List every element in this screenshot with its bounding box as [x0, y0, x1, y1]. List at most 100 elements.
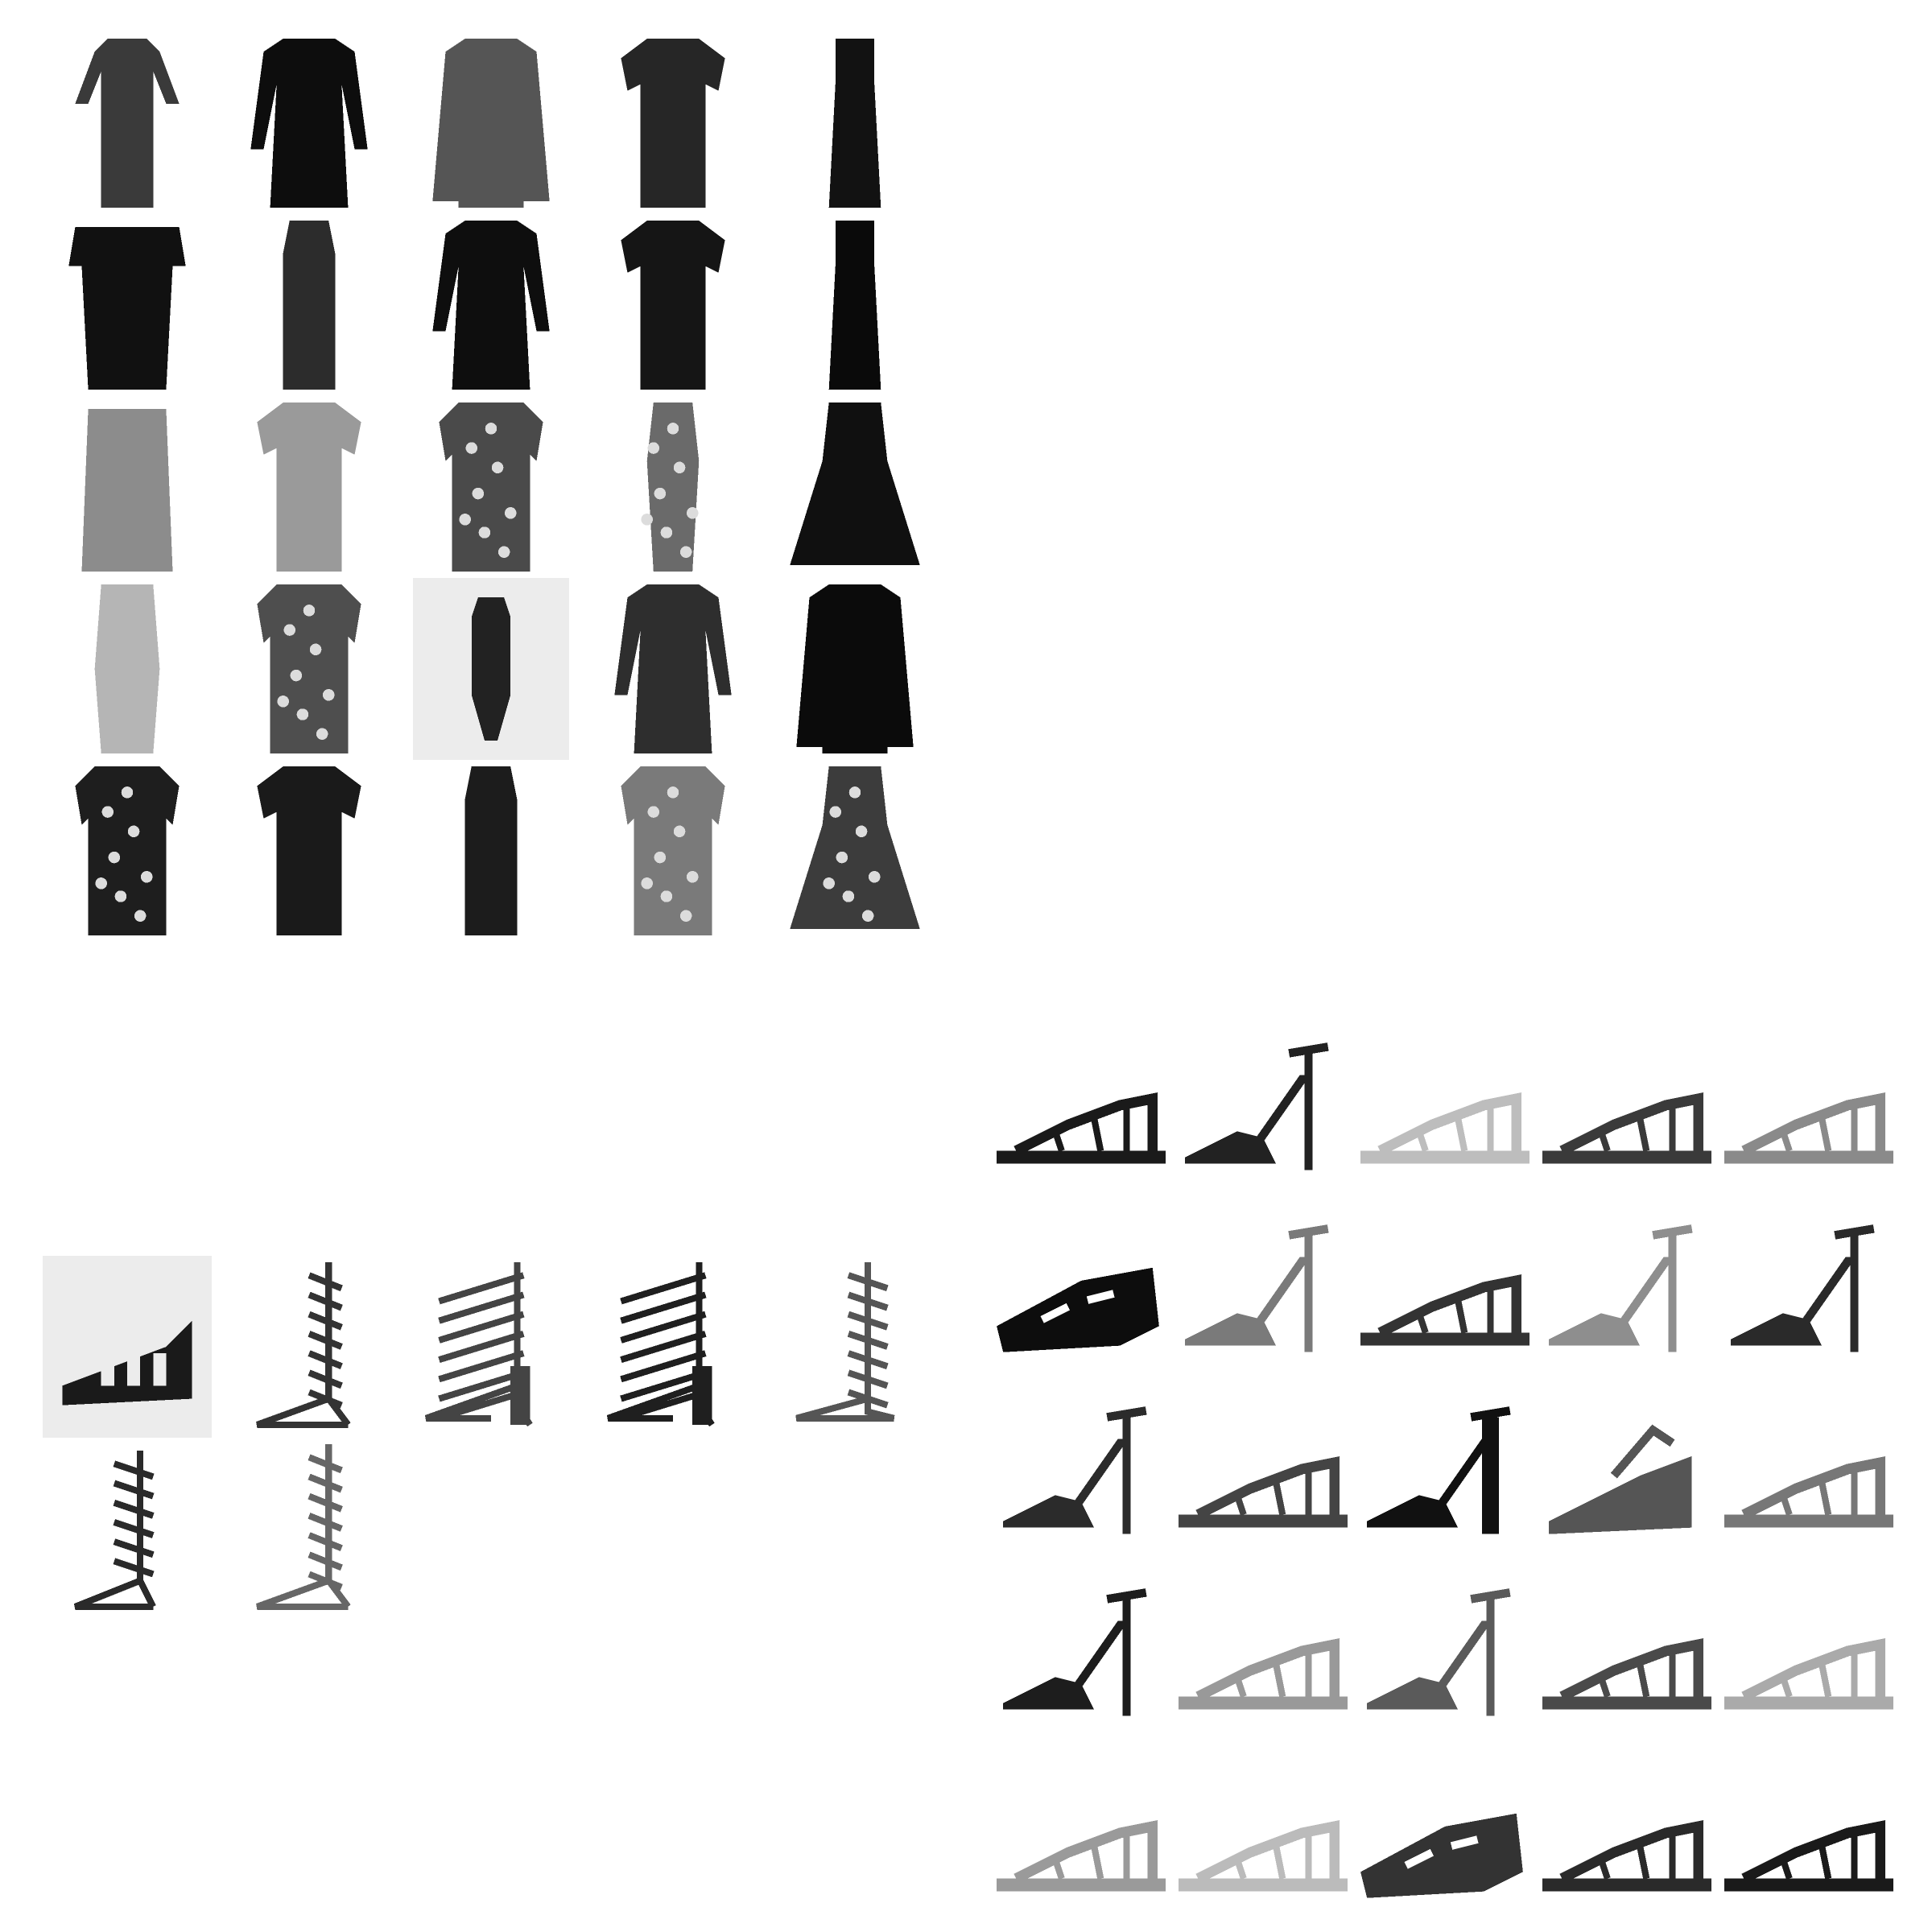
boot-image-tile — [764, 1256, 946, 1438]
sandal-image-tile — [1354, 1742, 1536, 1924]
dress-silhouette — [621, 39, 725, 208]
sandal-silhouette — [1724, 1456, 1893, 1528]
dress-image-tile — [400, 578, 582, 760]
boot-image-tile — [218, 1438, 400, 1620]
sandal-silhouette — [1179, 1456, 1348, 1528]
dress-image-tile — [218, 32, 400, 214]
boot-silhouette — [43, 1256, 212, 1438]
dress-image-tile — [400, 214, 582, 396]
sandal-silhouette — [1542, 1638, 1711, 1710]
dress-silhouette — [413, 578, 569, 760]
dress-image-tile — [582, 396, 764, 578]
sandal-image-tile — [990, 1196, 1172, 1378]
sandal-silhouette — [997, 1267, 1159, 1352]
sandal-silhouette — [1724, 1638, 1893, 1710]
sandal-silhouette — [1724, 1820, 1893, 1892]
sandal-silhouette — [1185, 1224, 1329, 1352]
sandal-image-tile — [1718, 1378, 1900, 1560]
dress-silhouette — [68, 227, 186, 390]
sandal-silhouette — [1185, 1042, 1329, 1170]
sandal-silhouette — [1003, 1406, 1147, 1534]
dress-silhouette — [257, 766, 361, 935]
sandal-image-tile — [1172, 1742, 1354, 1924]
sandal-silhouette — [997, 1092, 1166, 1164]
sandal-image-tile — [990, 1378, 1172, 1560]
dress-silhouette — [828, 39, 881, 208]
dress-silhouette — [621, 766, 725, 935]
sandal-silhouette — [1360, 1092, 1530, 1164]
sandal-image-grid — [990, 1014, 1900, 1924]
dress-silhouette — [790, 402, 920, 565]
dress-image-tile — [218, 214, 400, 396]
dress-image-tile — [764, 760, 946, 942]
boot-image-tile — [36, 1256, 218, 1438]
sandal-silhouette — [1360, 1274, 1530, 1346]
dress-silhouette — [464, 766, 518, 935]
dress-image-tile — [218, 760, 400, 942]
sandal-silhouette — [1731, 1224, 1875, 1352]
dress-silhouette — [641, 402, 700, 572]
sandal-silhouette — [1367, 1406, 1511, 1534]
sandal-silhouette — [1724, 1092, 1893, 1164]
sandal-image-tile — [1536, 1378, 1718, 1560]
dress-silhouette — [75, 39, 180, 208]
sandal-silhouette — [1542, 1092, 1711, 1164]
dress-image-tile — [218, 578, 400, 760]
dress-silhouette — [75, 766, 180, 935]
sandal-image-tile — [1718, 1560, 1900, 1742]
sandal-image-tile — [1354, 1196, 1536, 1378]
dress-image-tile — [400, 760, 582, 942]
dress-image-tile — [36, 32, 218, 214]
sandal-image-tile — [990, 1014, 1172, 1196]
sandal-image-tile — [1172, 1014, 1354, 1196]
dress-silhouette — [432, 221, 550, 390]
dress-image-tile — [36, 760, 218, 942]
sandal-image-tile — [1536, 1196, 1718, 1378]
dress-silhouette — [94, 584, 160, 753]
boot-image-tile — [218, 1256, 400, 1438]
sandal-silhouette — [997, 1820, 1166, 1892]
boot-silhouette — [795, 1262, 895, 1422]
boot-image-tile — [582, 1256, 764, 1438]
dress-image-tile — [582, 760, 764, 942]
dress-image-tile — [764, 214, 946, 396]
sandal-image-tile — [1718, 1742, 1900, 1924]
boot-silhouette — [73, 1451, 156, 1610]
dress-image-tile — [36, 214, 218, 396]
dress-silhouette — [81, 409, 173, 572]
dress-silhouette — [828, 221, 881, 390]
sandal-image-tile — [1536, 1014, 1718, 1196]
dress-silhouette — [250, 39, 368, 208]
dress-silhouette — [432, 39, 550, 208]
boot-silhouette — [256, 1262, 351, 1428]
sandal-silhouette — [1003, 1588, 1147, 1716]
boot-image-tile — [400, 1256, 582, 1438]
sandal-image-tile — [1354, 1378, 1536, 1560]
dress-silhouette — [790, 766, 920, 929]
dress-silhouette — [257, 402, 361, 572]
sandal-image-tile — [990, 1560, 1172, 1742]
sandal-image-tile — [990, 1742, 1172, 1924]
boot-silhouette — [606, 1262, 715, 1427]
sandal-image-tile — [1536, 1742, 1718, 1924]
sandal-image-tile — [1172, 1378, 1354, 1560]
dress-image-tile — [764, 32, 946, 214]
dress-image-tile — [36, 578, 218, 760]
dress-silhouette — [439, 402, 543, 572]
sandal-silhouette — [1179, 1638, 1348, 1710]
dress-image-tile — [218, 396, 400, 578]
boot-image-tile — [36, 1438, 218, 1620]
dress-image-grid — [36, 32, 946, 942]
dress-silhouette — [796, 584, 914, 753]
dress-silhouette — [621, 221, 725, 390]
dress-image-tile — [764, 396, 946, 578]
dress-silhouette — [257, 584, 361, 753]
dress-image-tile — [764, 578, 946, 760]
sandal-image-tile — [1172, 1196, 1354, 1378]
dress-image-tile — [582, 214, 764, 396]
dress-image-tile — [36, 396, 218, 578]
dress-image-tile — [400, 32, 582, 214]
boot-image-grid — [36, 1256, 946, 1620]
sandal-image-tile — [1172, 1560, 1354, 1742]
dress-silhouette — [283, 221, 336, 390]
